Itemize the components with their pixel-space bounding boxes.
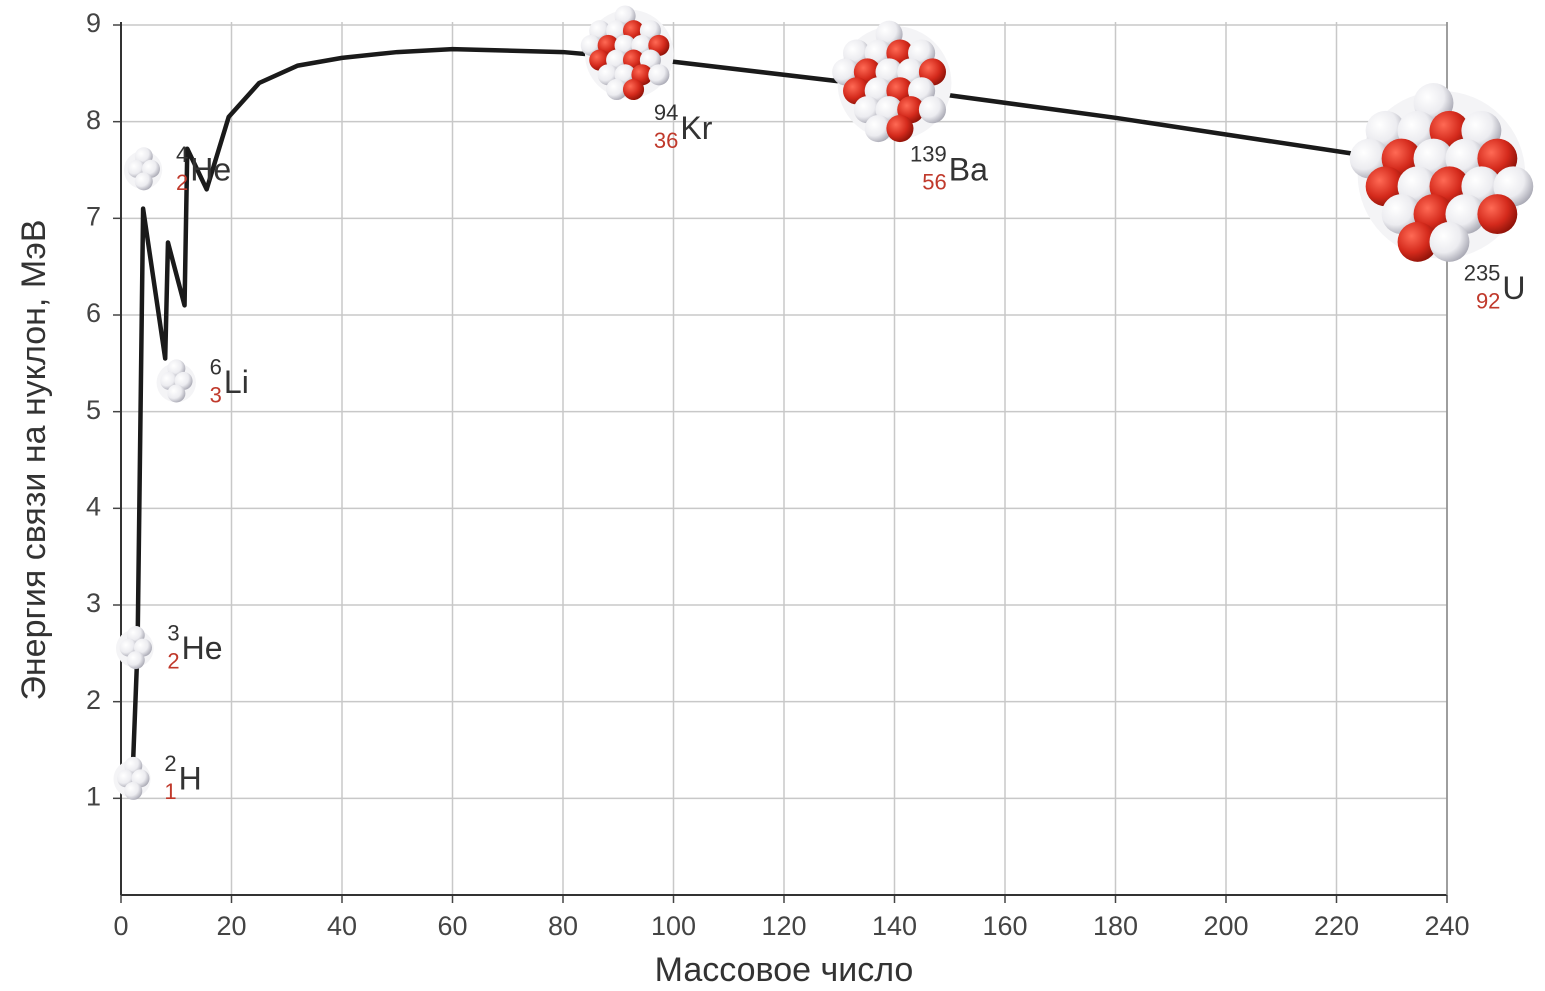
nucleon — [1397, 221, 1438, 262]
data-line — [129, 46, 1359, 789]
nucleon — [606, 78, 628, 101]
x-tick-label: 180 — [1093, 911, 1138, 941]
mass-number: 3 — [167, 620, 179, 645]
element-symbol: He — [190, 151, 231, 187]
nucleus — [1349, 83, 1534, 262]
y-tick-label: 3 — [86, 588, 101, 618]
nucleon — [134, 172, 153, 191]
y-tick-label: 6 — [86, 298, 101, 328]
y-tick-label: 4 — [86, 491, 101, 521]
y-tick-label: 9 — [86, 8, 101, 38]
nucleon — [864, 114, 892, 143]
nucleon — [648, 64, 670, 86]
nucleon — [918, 96, 946, 124]
nucleus — [123, 147, 163, 191]
y-tick-label: 1 — [86, 781, 101, 811]
x-tick-label: 0 — [113, 911, 128, 941]
charge-number: 2 — [176, 170, 188, 195]
x-tick-label: 40 — [327, 911, 357, 941]
mass-number: 4 — [176, 142, 188, 167]
element-symbol: Ba — [949, 151, 988, 187]
charge-number: 2 — [167, 648, 179, 673]
y-tick-label: 8 — [86, 105, 101, 135]
y-tick-label: 5 — [86, 395, 101, 425]
x-tick-label: 20 — [216, 911, 246, 941]
nucleus — [580, 5, 674, 101]
element-symbol: H — [179, 760, 202, 796]
charge-number: 36 — [654, 128, 678, 153]
mass-number: 94 — [654, 100, 678, 125]
element-symbol: Li — [224, 364, 249, 400]
x-tick-label: 240 — [1424, 911, 1469, 941]
nucleon — [124, 781, 143, 800]
nucleon — [126, 651, 145, 670]
nucleus — [156, 359, 196, 403]
x-tick-label: 80 — [548, 911, 578, 941]
x-tick-label: 200 — [1203, 911, 1248, 941]
x-tick-label: 140 — [872, 911, 917, 941]
element-symbol: Kr — [680, 110, 712, 146]
mass-number: 139 — [910, 142, 947, 167]
y-tick-label: 7 — [86, 201, 101, 231]
element-symbol: He — [182, 630, 223, 666]
nucleon — [1477, 194, 1518, 235]
mass-number: 235 — [1464, 260, 1501, 285]
mass-number: 6 — [210, 354, 222, 379]
nucleon — [1429, 221, 1470, 262]
nucleus — [832, 20, 952, 143]
y-axis-title: Энергия связи на нуклон, МэВ — [15, 219, 53, 700]
charge-number: 3 — [210, 382, 222, 407]
element-symbol: U — [1502, 270, 1525, 306]
x-tick-label: 220 — [1314, 911, 1359, 941]
x-tick-label: 60 — [437, 911, 467, 941]
charge-number: 1 — [164, 779, 176, 804]
x-tick-label: 160 — [982, 911, 1027, 941]
nucleon — [622, 78, 645, 101]
nucleus — [115, 626, 154, 670]
x-axis-title: Массовое число — [655, 951, 914, 989]
nucleon — [886, 114, 914, 143]
nucleus — [113, 756, 151, 800]
charge-number: 92 — [1476, 288, 1500, 313]
mass-number: 2 — [164, 751, 176, 776]
nucleon — [167, 384, 186, 403]
charge-number: 56 — [922, 170, 946, 195]
x-tick-label: 100 — [651, 911, 696, 941]
x-tick-label: 120 — [761, 911, 806, 941]
y-tick-label: 2 — [86, 685, 101, 715]
